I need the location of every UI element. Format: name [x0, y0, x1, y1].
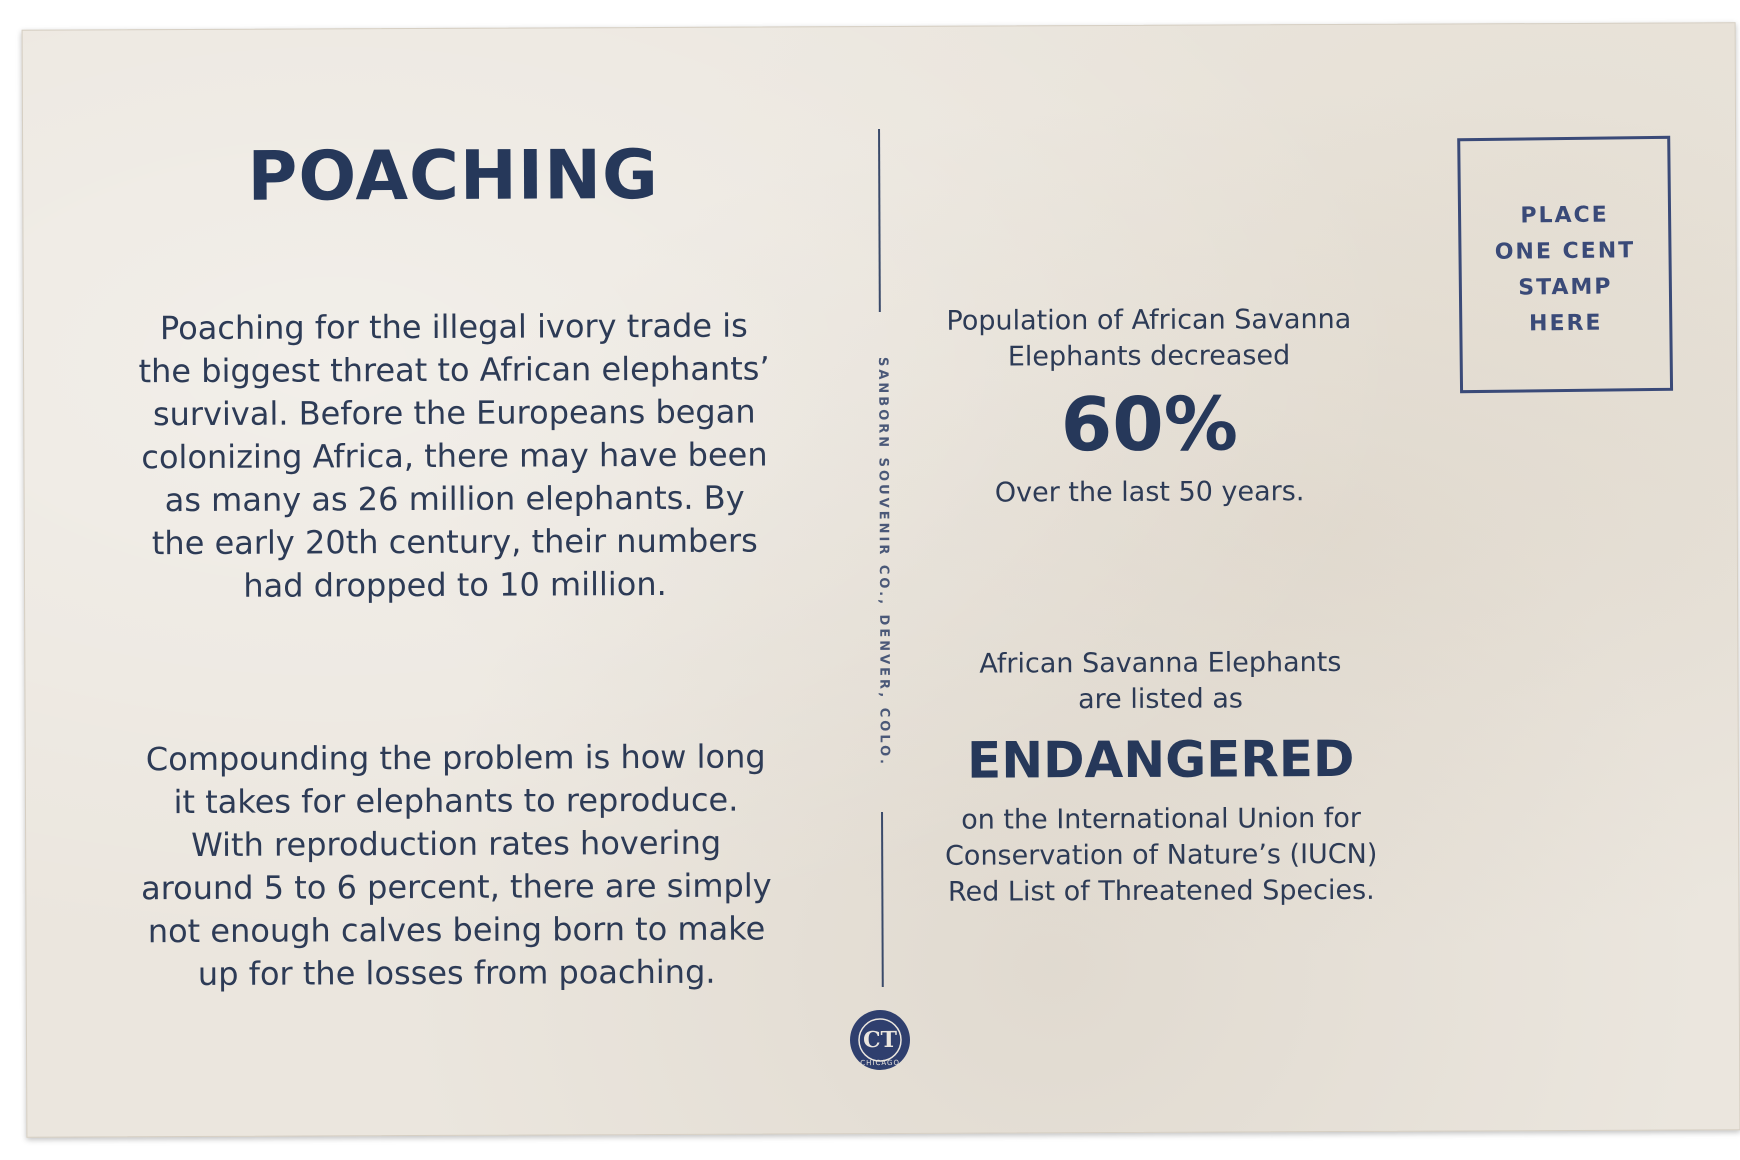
status-stat: African Savanna Elephants are listed as … — [905, 645, 1416, 911]
population-line-2: Elephants decreased — [1007, 340, 1291, 373]
reproduction-paragraph: Compounding the problem is how long it t… — [140, 737, 772, 993]
postcard: POACHING Poaching for the illegal ivory … — [21, 22, 1740, 1138]
stamp-line-4: HERE — [1528, 310, 1603, 337]
publisher-logo-icon: CT CHICAGO — [850, 1010, 911, 1071]
divider-line-top — [878, 128, 881, 313]
population-footnote: Over the last 50 years. — [994, 476, 1305, 509]
logo-letters: CT — [863, 1027, 898, 1053]
logo-city: CHICAGO — [860, 1059, 900, 1067]
stamp-line-3: STAMP — [1518, 274, 1613, 301]
stamp-line-2: ONE CENT — [1494, 238, 1636, 265]
status-line-3: on the International Union for — [961, 802, 1361, 836]
status-line-4: Conservation of Nature’s (IUCN) — [944, 838, 1378, 872]
poaching-paragraph: Poaching for the illegal ivory trade is … — [138, 306, 770, 605]
status-line-2: are listed as — [1078, 683, 1244, 716]
status-line-5: Red List of Threatened Species. — [947, 874, 1375, 908]
publisher-imprint: SANBORN SOUVENIR CO., DENVER, COLO. — [875, 357, 892, 767]
stamp-instructions: PLACE ONE CENT STAMP HERE — [1461, 197, 1670, 343]
status-line-1: African Savanna Elephants — [979, 646, 1342, 680]
stamp-line-1: PLACE — [1520, 202, 1609, 229]
population-line-1: Population of African Savanna — [946, 303, 1352, 337]
status-label: ENDANGERED — [966, 729, 1355, 790]
divider-line-bottom — [881, 811, 884, 988]
stamp-box: PLACE ONE CENT STAMP HERE — [1457, 135, 1674, 394]
page-title: POACHING — [247, 135, 660, 217]
population-decrease-value: 60% — [1060, 381, 1239, 469]
population-stat: Population of African Savanna Elephants … — [924, 302, 1375, 512]
